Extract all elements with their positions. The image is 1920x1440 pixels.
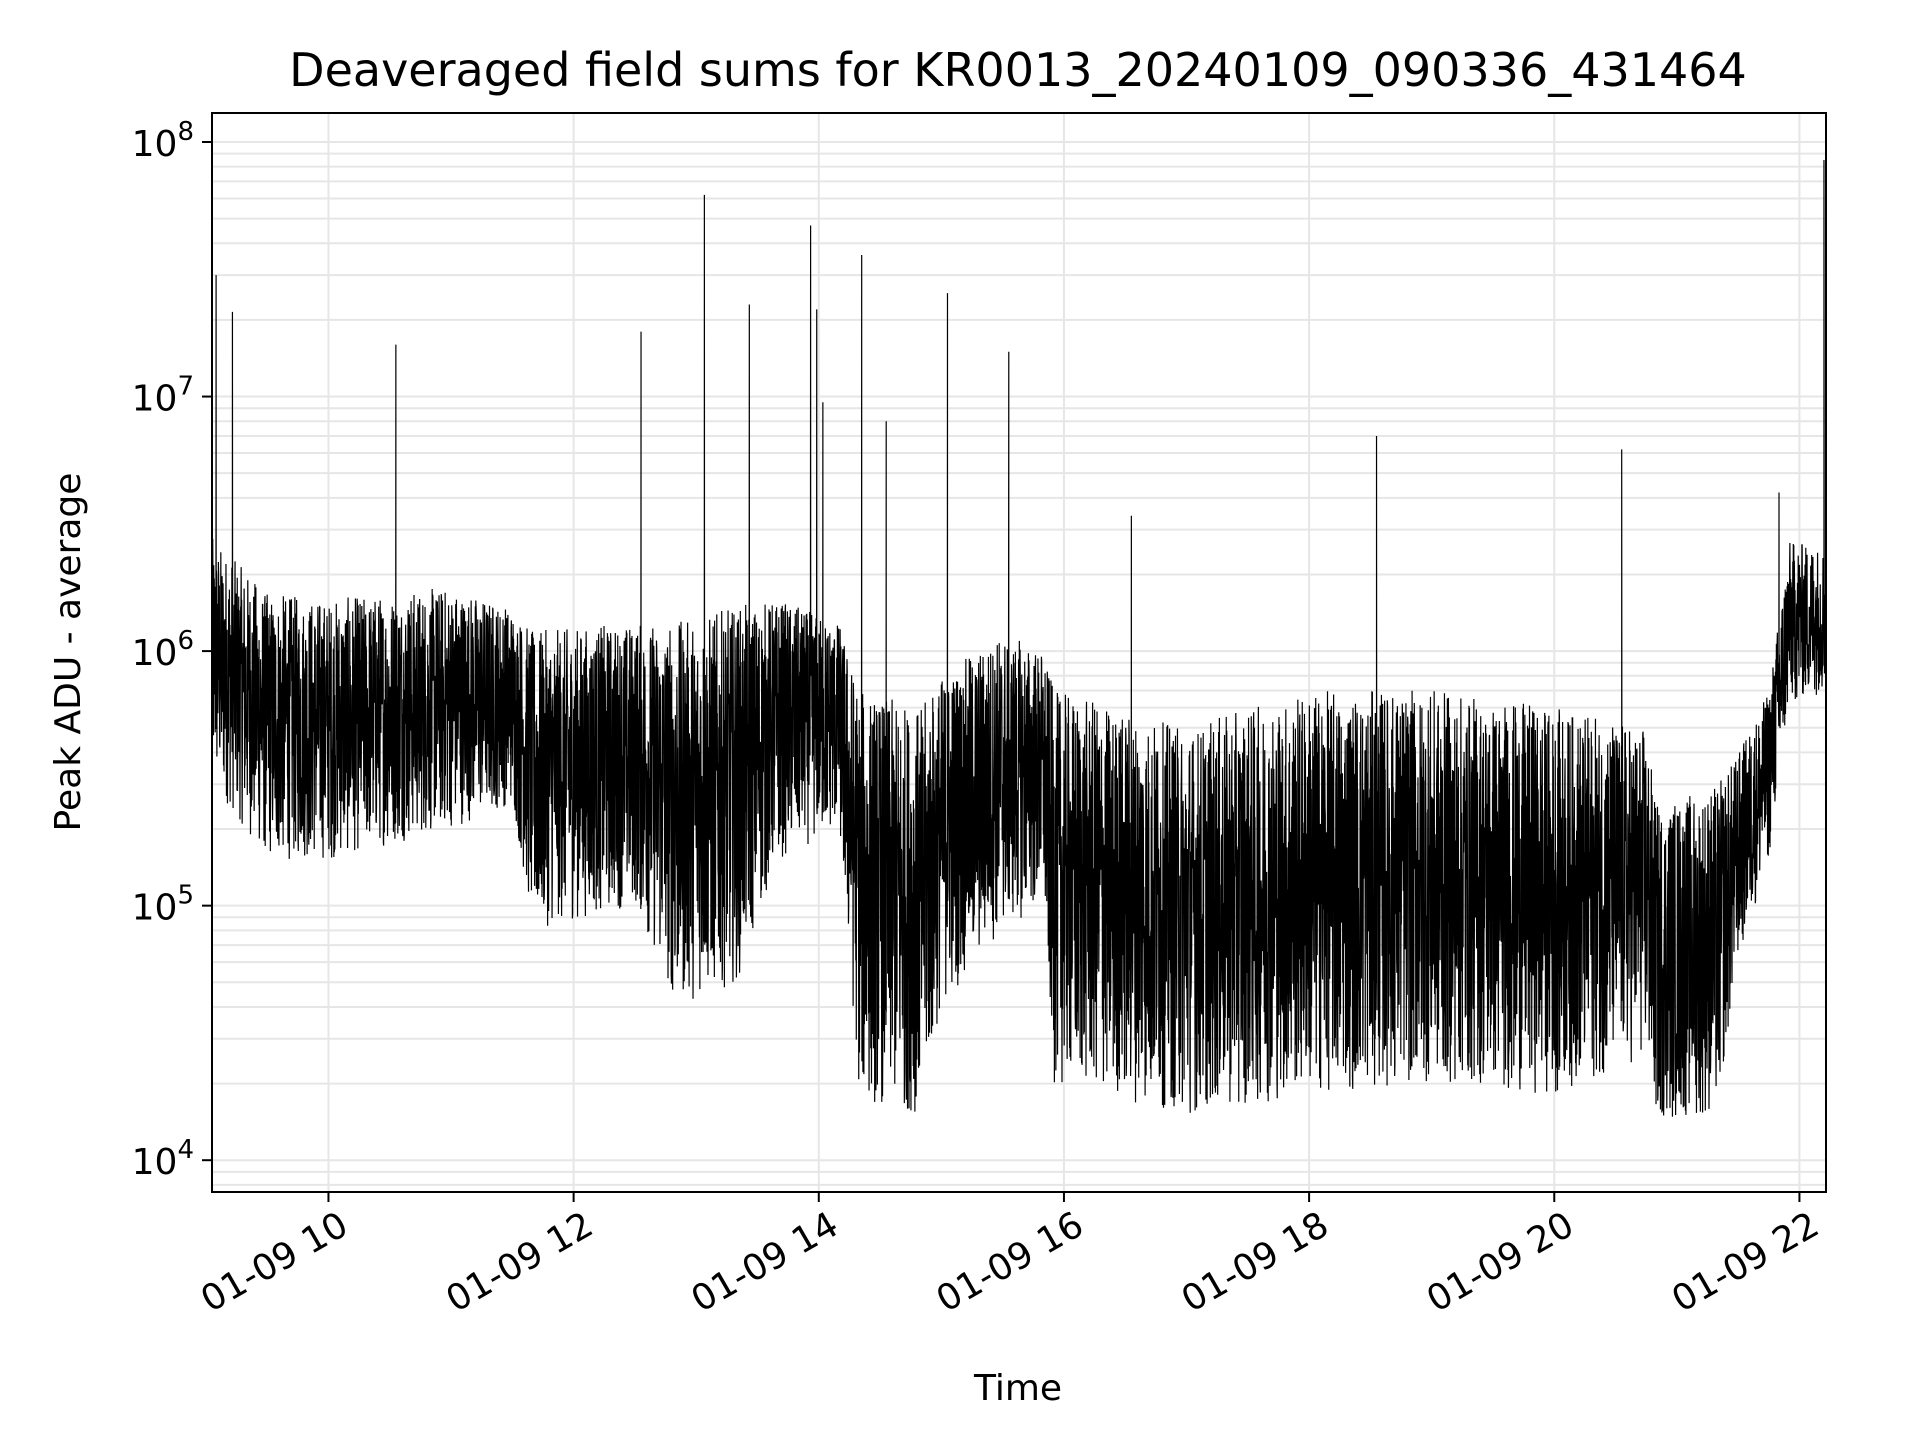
series-line xyxy=(212,159,1826,1117)
series-time-trace xyxy=(212,159,1826,1117)
y-tick-label: 106 xyxy=(132,626,194,674)
y-axis-label: Peak ADU - average xyxy=(48,473,89,832)
y-tick-label: 104 xyxy=(132,1135,194,1183)
y-tick-label: 108 xyxy=(132,117,194,165)
chart-title: Deaveraged field sums for KR0013_2024010… xyxy=(289,43,1747,97)
plot-frame xyxy=(211,112,1827,1193)
y-axis: 104 105 106 107 108 xyxy=(132,117,212,1183)
y-tick-label: 107 xyxy=(132,372,194,420)
y-tick-label: 105 xyxy=(132,881,194,929)
x-axis-label: Time xyxy=(973,1368,1062,1409)
